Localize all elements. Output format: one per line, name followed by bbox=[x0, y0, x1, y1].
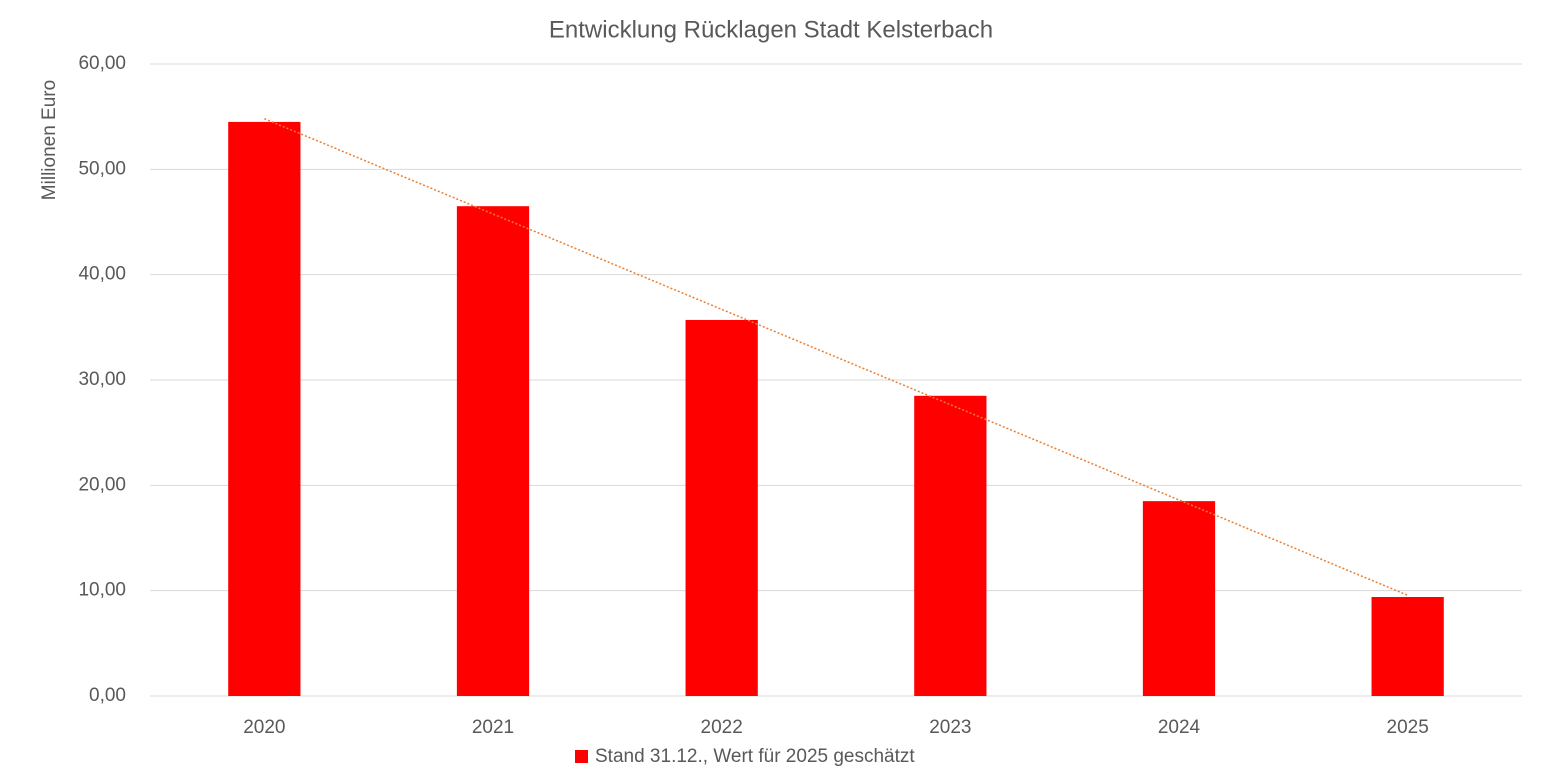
bar bbox=[228, 121, 301, 696]
bar bbox=[456, 206, 530, 696]
bar bbox=[1142, 501, 1216, 696]
legend-swatch bbox=[575, 750, 588, 763]
y-tick-label: 10,00 bbox=[78, 580, 126, 601]
x-tick-label: 2023 bbox=[929, 717, 971, 738]
x-tick-label: 2022 bbox=[701, 717, 743, 738]
x-tick-label: 2024 bbox=[1158, 717, 1201, 738]
y-tick-label: 40,00 bbox=[78, 264, 126, 285]
trendline bbox=[264, 118, 1408, 596]
bar bbox=[1371, 596, 1444, 696]
x-tick-label: 2025 bbox=[1387, 717, 1429, 738]
x-tick-label: 2020 bbox=[243, 717, 285, 738]
y-tick-label: 30,00 bbox=[78, 369, 126, 390]
bar bbox=[685, 319, 758, 696]
y-tick-label: 20,00 bbox=[78, 474, 126, 495]
bar bbox=[914, 395, 987, 696]
y-axis-label: Millionen Euro bbox=[39, 80, 60, 200]
legend-label: Stand 31.12., Wert für 2025 geschätzt bbox=[595, 746, 915, 767]
y-tick-label: 50,00 bbox=[78, 158, 126, 179]
chart-title: Entwicklung Rücklagen Stadt Kelsterbach bbox=[549, 16, 993, 43]
x-tick-label: 2021 bbox=[472, 717, 514, 738]
y-tick-label: 0,00 bbox=[89, 685, 126, 706]
y-tick-label: 60,00 bbox=[78, 53, 126, 74]
